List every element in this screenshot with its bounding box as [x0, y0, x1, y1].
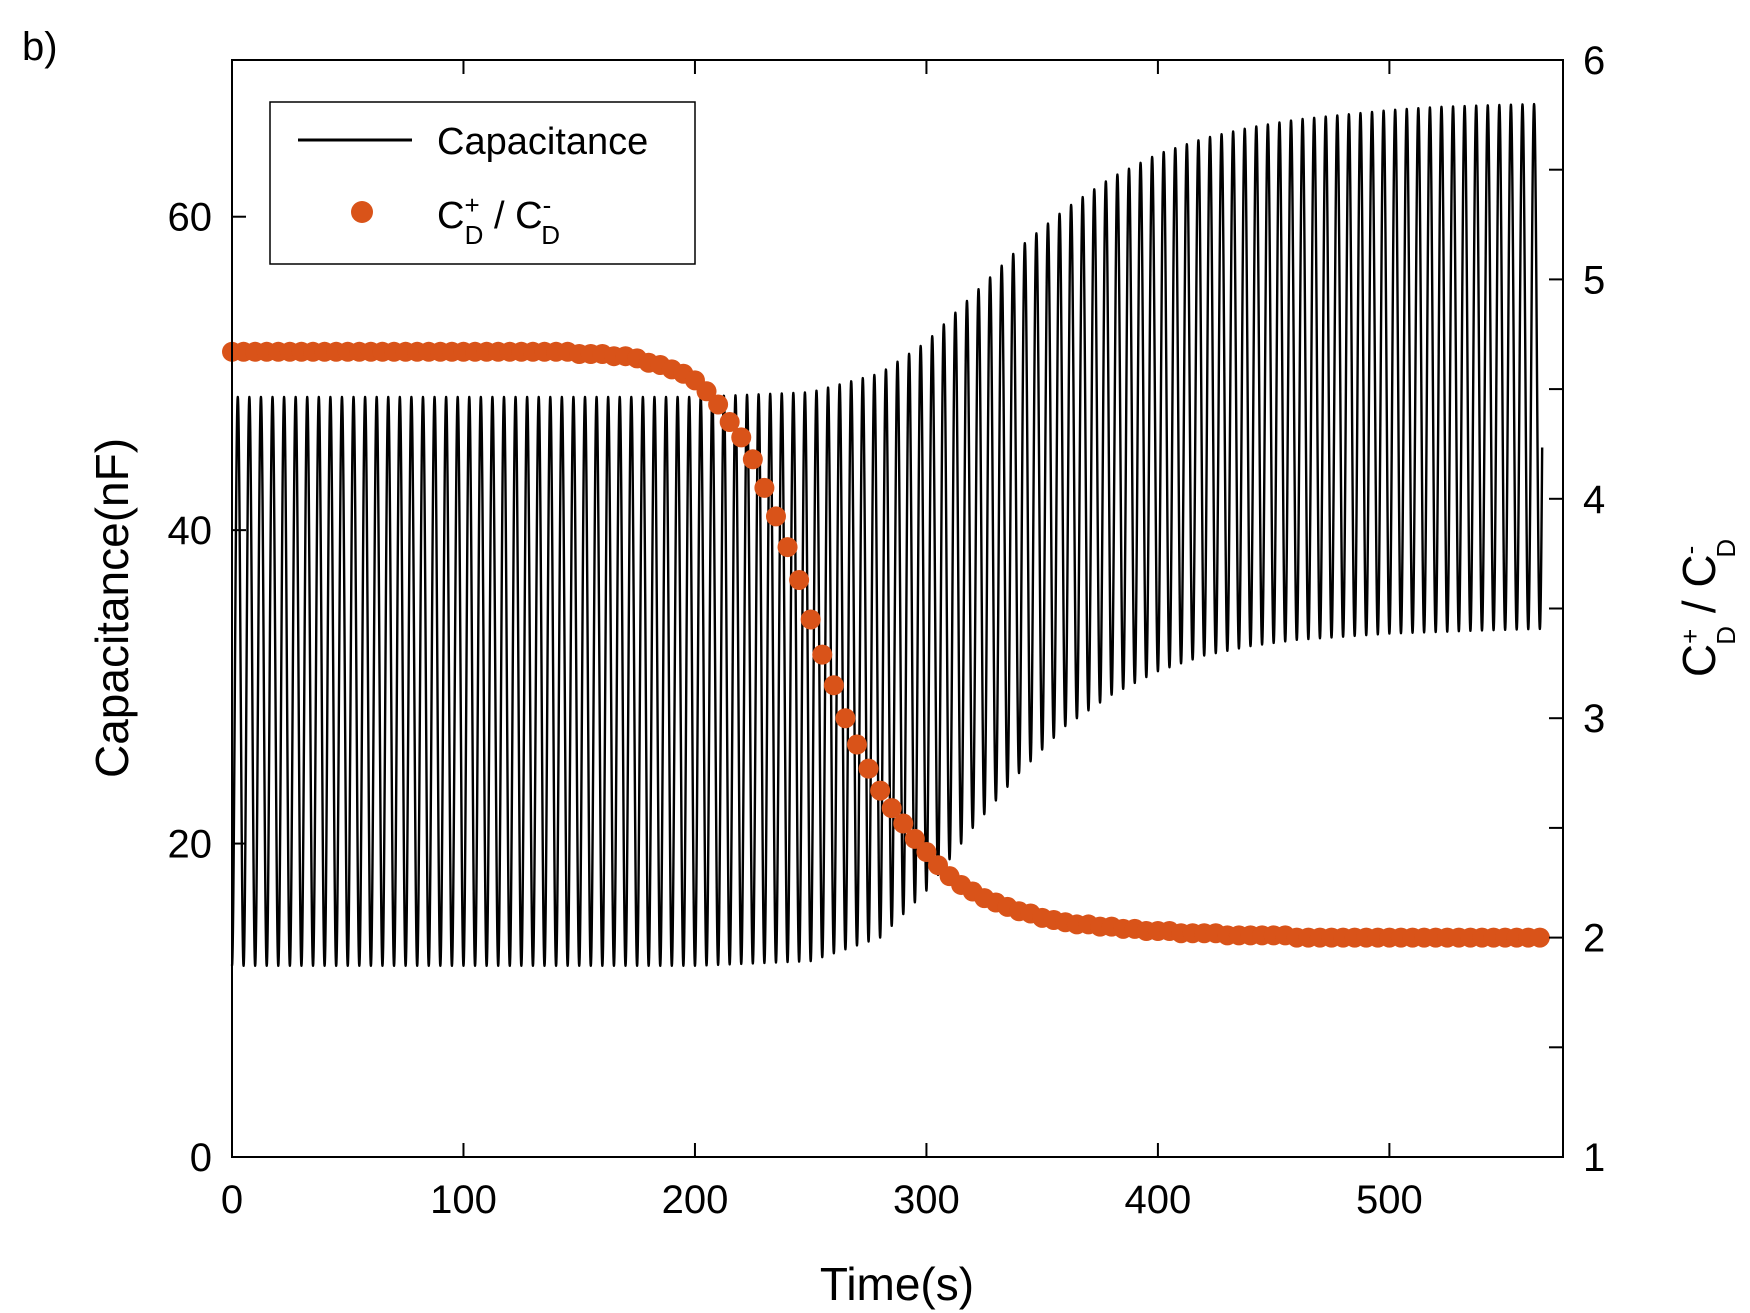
y-left-axis-label: Capacitance(nF)	[86, 438, 138, 778]
legend-capacitance-label: Capacitance	[437, 121, 648, 163]
ratio-data-point	[731, 427, 752, 448]
legend-ratio-separator: /	[483, 195, 515, 237]
legend-ratio-swatch	[351, 201, 373, 223]
y-right-axis-ticks: 1 2 3 4 5 6	[1549, 39, 1605, 1180]
legend-ratio-label: C+ D / C-D	[437, 190, 560, 250]
legend-ratio-sub-plus: D	[465, 220, 484, 250]
y-left-axis-ticks: 0 20 40 60	[168, 196, 246, 1180]
ratio-data-point	[916, 842, 937, 863]
y-right-label-base: C	[1673, 644, 1725, 677]
y-right-label-sup-plus: +	[1675, 629, 1705, 644]
x-axis-ticks: 0 100 200 300 400 500	[221, 60, 1423, 1222]
legend-box	[269, 101, 696, 265]
x-tick-label: 500	[1356, 1178, 1423, 1222]
legend-ratio-sup-minus: -	[543, 190, 552, 220]
ratio-data-point	[1529, 927, 1550, 948]
ratio-data-point	[708, 394, 729, 415]
legend: Capacitance C+ D / C-D	[269, 101, 696, 265]
x-tick-label: 300	[893, 1178, 960, 1222]
legend-ratio-base: C	[437, 195, 464, 237]
y-right-tick-label: 3	[1583, 697, 1605, 741]
ratio-data-point	[812, 644, 833, 665]
ratio-data-point	[904, 828, 925, 849]
ratio-data-point	[800, 609, 821, 630]
capacitance-series-line	[230, 102, 1544, 968]
legend-ratio-base-2: C	[515, 195, 542, 237]
x-tick-label: 0	[221, 1178, 243, 1222]
ratio-data-point	[823, 675, 844, 696]
y-right-label-sup-minus: -	[1675, 546, 1705, 555]
ratio-data-point	[846, 734, 867, 755]
y-right-tick-label: 4	[1583, 478, 1605, 522]
ratio-series-markers	[222, 341, 1550, 948]
x-axis-label: Time(s)	[820, 1258, 974, 1310]
ratio-data-point	[696, 381, 717, 402]
ratio-data-point	[881, 798, 902, 819]
ratio-data-point	[754, 477, 775, 498]
ratio-data-point	[858, 758, 879, 779]
x-tick-label: 100	[430, 1178, 497, 1222]
y-right-label-sub-plus: D	[1711, 626, 1741, 645]
ratio-data-point	[742, 449, 763, 470]
ratio-data-point	[893, 813, 914, 834]
x-tick-label: 200	[662, 1178, 729, 1222]
ratio-data-point	[765, 506, 786, 527]
y-left-tick-label: 0	[190, 1136, 212, 1180]
ratio-data-point	[719, 412, 740, 433]
panel-label: b)	[22, 25, 58, 69]
y-right-tick-label: 2	[1583, 917, 1605, 961]
ratio-data-point	[835, 708, 856, 729]
y-left-tick-label: 20	[168, 823, 213, 867]
ratio-data-point	[789, 569, 810, 590]
y-right-axis-label: C+ D / C- D	[1673, 539, 1741, 677]
ratio-data-point	[870, 780, 891, 801]
y-right-label-base-2: C	[1673, 554, 1725, 587]
y-left-tick-label: 60	[168, 196, 213, 240]
y-left-tick-label: 40	[168, 509, 213, 553]
ratio-data-point	[777, 537, 798, 558]
y-right-tick-label: 6	[1583, 39, 1605, 83]
x-tick-label: 400	[1125, 1178, 1192, 1222]
plot-area	[222, 102, 1550, 968]
y-right-label-sub-minus: D	[1711, 539, 1741, 558]
y-right-tick-label: 1	[1583, 1136, 1605, 1180]
legend-ratio-sub-minus: D	[541, 220, 560, 250]
legend-ratio-sup-plus: +	[464, 190, 479, 220]
y-right-tick-label: 5	[1583, 258, 1605, 302]
y-right-label-separator: /	[1673, 588, 1725, 626]
